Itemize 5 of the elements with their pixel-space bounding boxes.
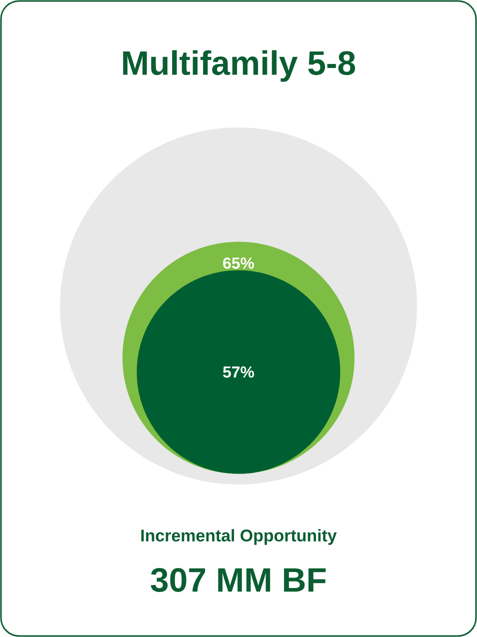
text: Incremental Opportunity [141, 529, 337, 545]
text: Multifamily 5-8 [123, 50, 356, 82]
text: 307 MM BF [150, 568, 326, 592]
data-label: 65% [223, 258, 254, 269]
data-label: 57% [223, 366, 254, 378]
